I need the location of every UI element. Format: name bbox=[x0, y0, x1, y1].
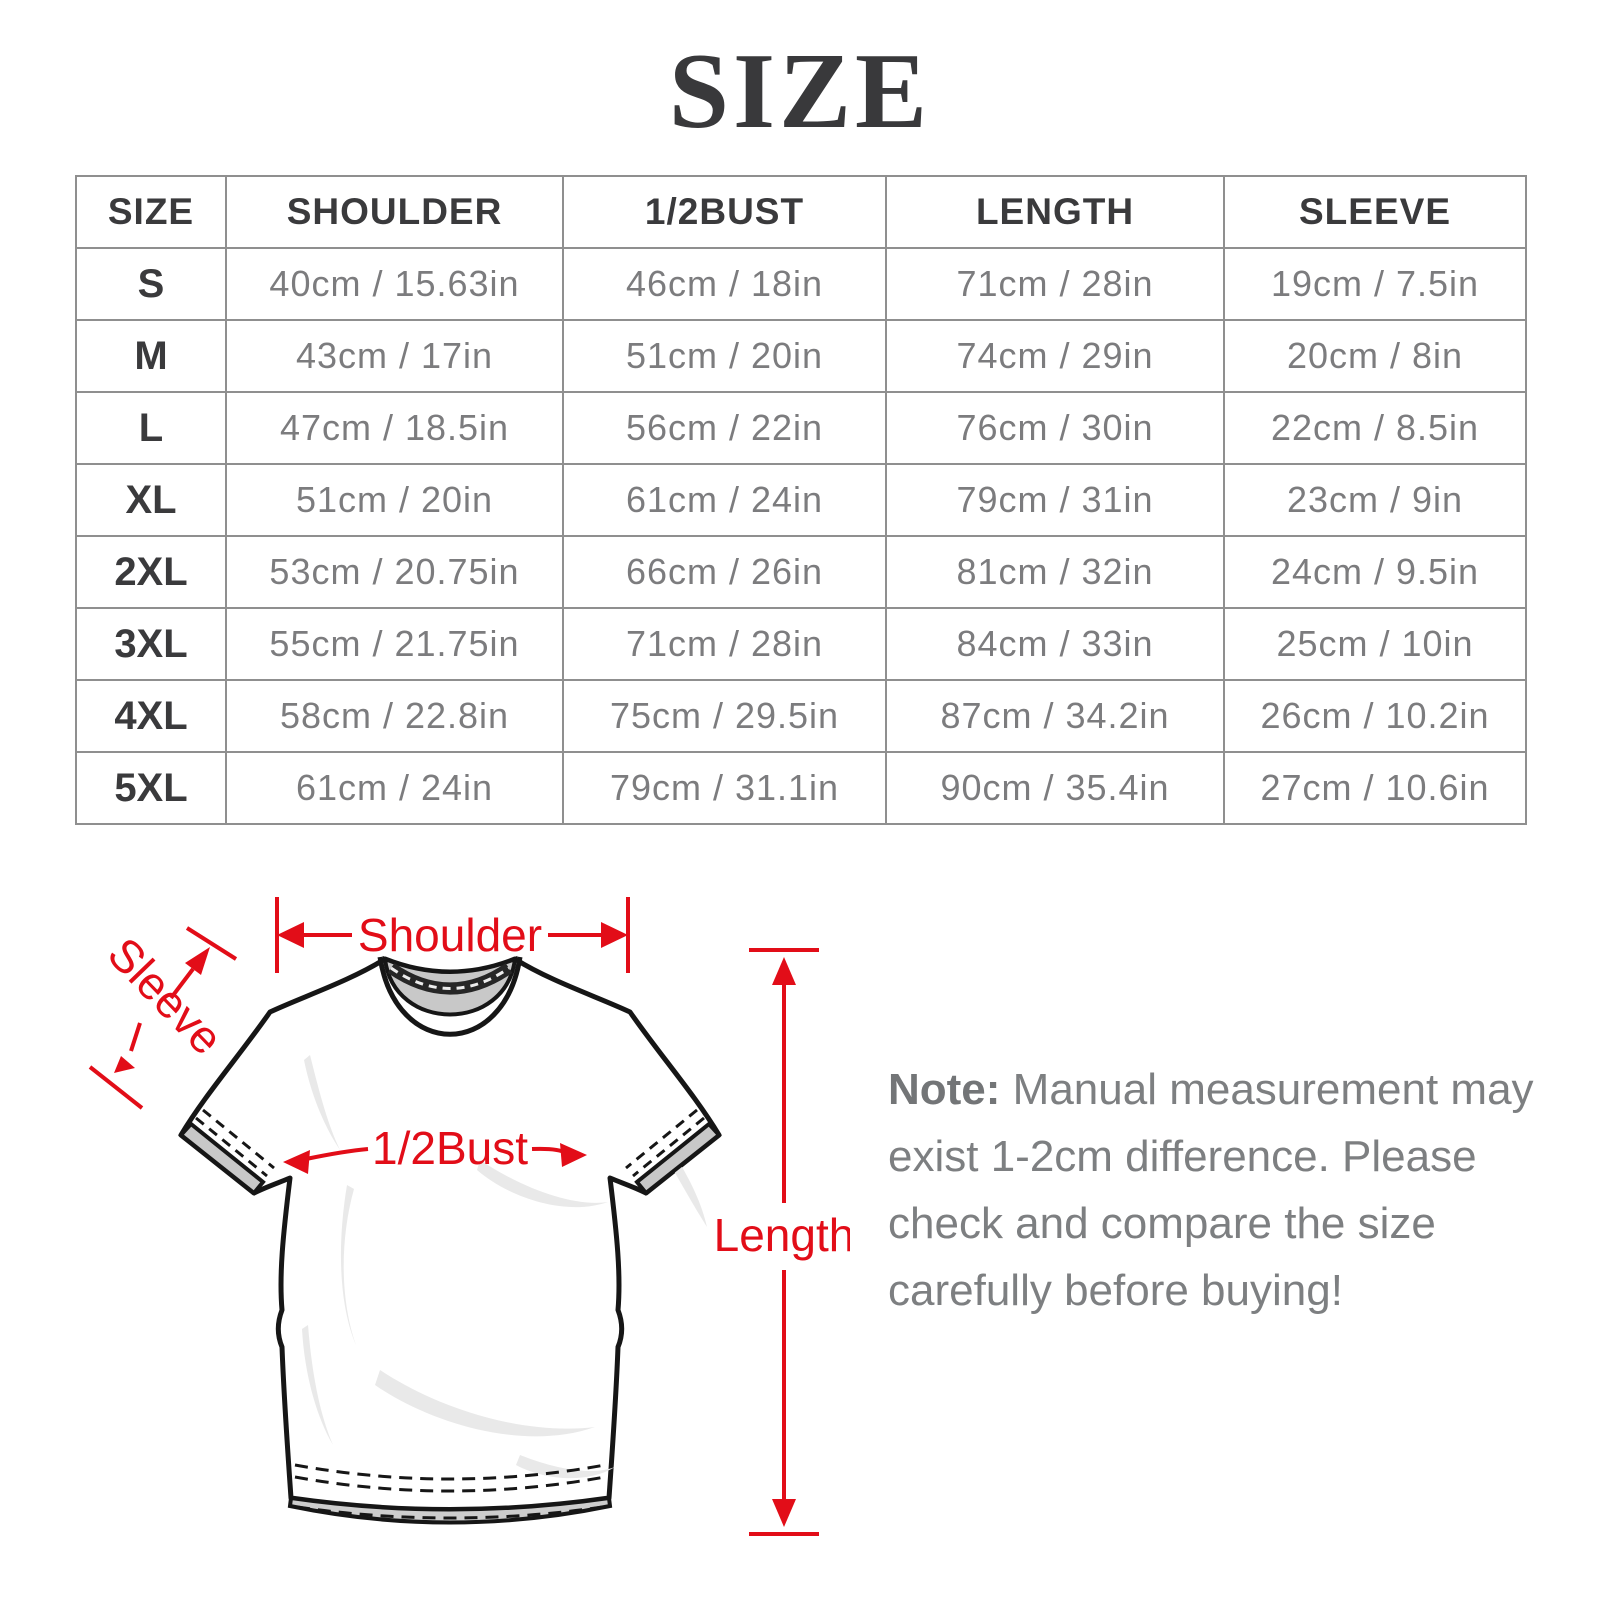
right-cuff bbox=[634, 1121, 722, 1196]
page-title: SIZE bbox=[668, 32, 932, 151]
left-cuff-stitch bbox=[195, 1116, 268, 1178]
shoulder-value: 58cm / 22.8in bbox=[225, 679, 564, 753]
shoulder-value: 40cm / 15.63in bbox=[225, 247, 564, 321]
length-label: Length bbox=[714, 1209, 850, 1261]
fabric-wrinkle bbox=[302, 1325, 333, 1445]
sleeve-value: 20cm / 8in bbox=[1223, 319, 1527, 393]
header-size: SIZE bbox=[75, 175, 227, 249]
shoulder-value: 51cm / 20in bbox=[225, 463, 564, 537]
shoulder-arrow: Shoulder bbox=[275, 897, 630, 973]
measurement-note: Note: Manual measurement may exist 1-2cm… bbox=[888, 1056, 1543, 1324]
fabric-wrinkle bbox=[668, 1155, 707, 1227]
size-label: XL bbox=[75, 463, 227, 537]
tshirt-illustration bbox=[178, 955, 722, 1525]
sleeve-value: 19cm / 7.5in bbox=[1223, 247, 1527, 321]
fabric-wrinkle bbox=[304, 1055, 340, 1150]
fabric-wrinkle bbox=[375, 1370, 595, 1437]
collar-seam bbox=[377, 956, 523, 1037]
header-bust: 1/2BUST bbox=[562, 175, 887, 249]
bust-value: 66cm / 26in bbox=[562, 535, 887, 609]
length-arrow: Length bbox=[714, 948, 850, 1536]
size-chart-table: SIZE SHOULDER 1/2BUST LENGTH SLEEVE S 40… bbox=[75, 175, 1527, 825]
table-row: 2XL 53cm / 20.75in 66cm / 26in 81cm / 32… bbox=[75, 535, 1527, 609]
length-value: 84cm / 33in bbox=[885, 607, 1225, 681]
note-label: Note: bbox=[888, 1065, 1001, 1114]
table-row: S 40cm / 15.63in 46cm / 18in 71cm / 28in… bbox=[75, 247, 1527, 321]
shoulder-value: 61cm / 24in bbox=[225, 751, 564, 825]
table-row: L 47cm / 18.5in 56cm / 22in 76cm / 30in … bbox=[75, 391, 1527, 465]
length-value: 74cm / 29in bbox=[885, 319, 1225, 393]
bust-value: 75cm / 29.5in bbox=[562, 679, 887, 753]
size-label: 2XL bbox=[75, 535, 227, 609]
bust-value: 61cm / 24in bbox=[562, 463, 887, 537]
sleeve-value: 26cm / 10.2in bbox=[1223, 679, 1527, 753]
sleeve-value: 22cm / 8.5in bbox=[1223, 391, 1527, 465]
header-sleeve: SLEEVE bbox=[1223, 175, 1527, 249]
length-value: 81cm / 32in bbox=[885, 535, 1225, 609]
length-value: 79cm / 31in bbox=[885, 463, 1225, 537]
sleeve-arrow: Sleeve bbox=[88, 926, 238, 1110]
sleeve-value: 27cm / 10.6in bbox=[1223, 751, 1527, 825]
fabric-wrinkle bbox=[477, 1160, 608, 1208]
bust-value: 79cm / 31.1in bbox=[562, 751, 887, 825]
table-row: 5XL 61cm / 24in 79cm / 31.1in 90cm / 35.… bbox=[75, 751, 1527, 825]
tshirt-measurement-diagram: Shoulder Sleeve 1/2Bust Length bbox=[88, 897, 850, 1536]
bust-value: 71cm / 28in bbox=[562, 607, 887, 681]
fabric-wrinkle bbox=[340, 1185, 356, 1345]
table-row: XL 51cm / 20in 61cm / 24in 79cm / 31in 2… bbox=[75, 463, 1527, 537]
size-label: M bbox=[75, 319, 227, 393]
table-row: 3XL 55cm / 21.75in 71cm / 28in 84cm / 33… bbox=[75, 607, 1527, 681]
length-value: 90cm / 35.4in bbox=[885, 751, 1225, 825]
collar-rib-stitch bbox=[390, 966, 510, 990]
table-row: 4XL 58cm / 22.8in 75cm / 29.5in 87cm / 3… bbox=[75, 679, 1527, 753]
length-value: 76cm / 30in bbox=[885, 391, 1225, 465]
bust-arrow: 1/2Bust bbox=[283, 1122, 587, 1174]
hem-stitch bbox=[294, 1463, 606, 1481]
left-cuff-stitch bbox=[202, 1108, 275, 1170]
note-text: Manual measurement may exist 1-2cm diffe… bbox=[888, 1065, 1534, 1315]
hem-stitch bbox=[294, 1475, 606, 1493]
size-label: S bbox=[75, 247, 227, 321]
sleeve-value: 24cm / 9.5in bbox=[1223, 535, 1527, 609]
hem-stitch bbox=[296, 1505, 604, 1520]
size-label: 4XL bbox=[75, 679, 227, 753]
table-header-row: SIZE SHOULDER 1/2BUST LENGTH SLEEVE bbox=[75, 175, 1527, 249]
header-length: LENGTH bbox=[885, 175, 1225, 249]
bust-label: 1/2Bust bbox=[372, 1122, 528, 1174]
length-value: 71cm / 28in bbox=[885, 247, 1225, 321]
bust-value: 46cm / 18in bbox=[562, 247, 887, 321]
sleeve-label: Sleeve bbox=[98, 927, 233, 1064]
length-value: 87cm / 34.2in bbox=[885, 679, 1225, 753]
fabric-wrinkle bbox=[516, 1455, 615, 1479]
right-cuff-stitch bbox=[632, 1116, 705, 1178]
right-cuff-stitch bbox=[625, 1108, 698, 1170]
shoulder-value: 55cm / 21.75in bbox=[225, 607, 564, 681]
table-row: M 43cm / 17in 51cm / 20in 74cm / 29in 20… bbox=[75, 319, 1527, 393]
sleeve-value: 25cm / 10in bbox=[1223, 607, 1527, 681]
size-label: 3XL bbox=[75, 607, 227, 681]
sleeve-value: 23cm / 9in bbox=[1223, 463, 1527, 537]
size-label: L bbox=[75, 391, 227, 465]
bust-value: 56cm / 22in bbox=[562, 391, 887, 465]
shoulder-value: 47cm / 18.5in bbox=[225, 391, 564, 465]
bust-value: 51cm / 20in bbox=[562, 319, 887, 393]
size-label: 5XL bbox=[75, 751, 227, 825]
shoulder-value: 43cm / 17in bbox=[225, 319, 564, 393]
shoulder-label: Shoulder bbox=[358, 909, 542, 961]
left-cuff bbox=[178, 1121, 266, 1196]
shoulder-value: 53cm / 20.75in bbox=[225, 535, 564, 609]
header-shoulder: SHOULDER bbox=[225, 175, 564, 249]
